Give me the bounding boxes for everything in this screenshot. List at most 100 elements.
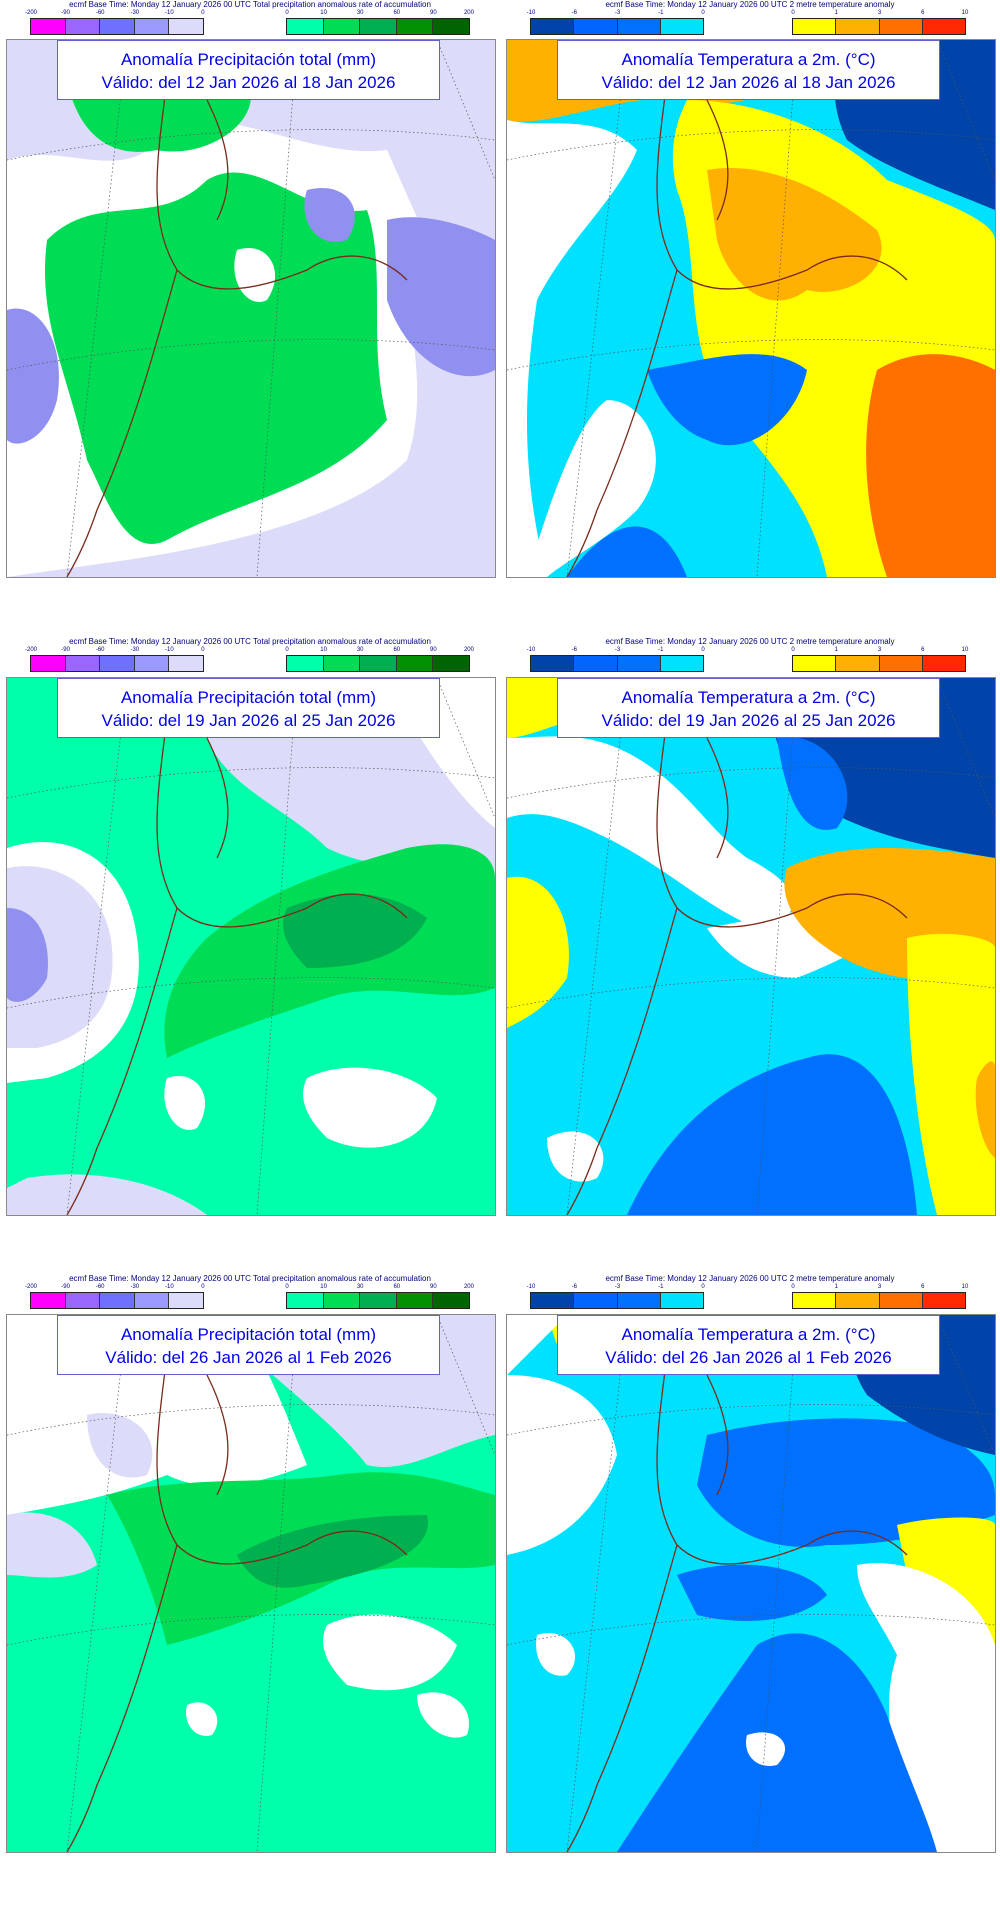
- color-swatch: -30: [130, 647, 170, 671]
- anomaly-region: [777, 736, 848, 830]
- precipitation-anomaly-map: Anomalía Precipitación total (mm) Válido:…: [6, 39, 496, 578]
- temp-legend: ecmf Base Time: Monday 12 January 2026 0…: [506, 637, 994, 675]
- tick-label: 60: [393, 647, 401, 653]
- positive-color-bar: 0 10 30 60 90 200: [285, 647, 474, 672]
- anomaly-region: [507, 1315, 567, 1375]
- color-swatch: -60: [96, 1284, 135, 1308]
- tick-label: 0: [285, 10, 289, 16]
- tick-label: -3: [614, 1284, 621, 1290]
- negative-color-bar: -200 -90 -60 -30 -10 0: [25, 647, 205, 672]
- color-swatch: 3: [878, 647, 923, 671]
- positive-color-bar: 0 1 3 6 10: [791, 647, 968, 672]
- tick-label: -3: [614, 647, 621, 653]
- tick-label: 10: [961, 1284, 969, 1290]
- color-swatch: 90 200: [430, 647, 474, 671]
- temperature-anomaly-map: Anomalía Temperatura a 2m. (°C) Válido: d…: [506, 677, 996, 1216]
- map-title-box: Anomalía Temperatura a 2m. (°C) Válido: d…: [557, 1315, 940, 1375]
- tick-label: -90: [61, 1284, 70, 1290]
- negative-color-bar: -200 -90 -60 -30 -10 0: [25, 10, 205, 35]
- tick-label: -200: [24, 10, 38, 16]
- legend-header: ecmf Base Time: Monday 12 January 2026 0…: [69, 0, 431, 9]
- color-swatch: 10: [320, 1284, 361, 1308]
- tick-label: -30: [130, 10, 140, 16]
- precip-legend: ecmf Base Time: Monday 12 January 2026 0…: [6, 1274, 494, 1312]
- tick-label: -6: [571, 1284, 577, 1290]
- legend-header: ecmf Base Time: Monday 12 January 2026 0…: [605, 0, 895, 9]
- color-swatch: 90 200: [430, 10, 474, 34]
- tick-label: 3: [877, 1284, 882, 1290]
- map-title-box: Anomalía Precipitación total (mm) Válido:…: [57, 678, 440, 738]
- anomaly-region: [234, 248, 276, 302]
- tick-label: 0: [701, 647, 705, 653]
- tick-label: 200: [463, 647, 474, 653]
- tick-label: 1: [834, 647, 838, 653]
- coastline: [66, 717, 408, 1215]
- color-swatch: -30: [130, 10, 170, 34]
- tick-label: 0: [285, 1284, 289, 1290]
- map-canvas: [7, 678, 495, 1215]
- tick-label: 3: [877, 10, 882, 16]
- valid-period: Válido: del 12 Jan 2026 al 18 Jan 2026: [601, 73, 896, 92]
- anomaly-region: [417, 1692, 469, 1738]
- anomaly-region: [87, 1413, 153, 1478]
- anomaly-region: [237, 1515, 428, 1588]
- temp-legend: ecmf Base Time: Monday 12 January 2026 0…: [506, 0, 994, 38]
- anomaly-region: [975, 1061, 995, 1158]
- precipitation-anomaly-map: Anomalía Precipitación total (mm) Válido:…: [6, 1314, 496, 1853]
- map-canvas: [507, 1315, 995, 1852]
- valid-period: Válido: del 26 Jan 2026 al 1 Feb 2026: [605, 1348, 892, 1367]
- color-swatch: -200: [25, 10, 66, 34]
- color-swatch: 3: [878, 10, 923, 34]
- tick-label: 90: [430, 10, 437, 16]
- coastline: [566, 79, 908, 577]
- tick-label: -10: [526, 647, 536, 653]
- color-swatch: -3: [615, 647, 661, 671]
- negative-color-bar: -10 -6 -3 -1 0: [527, 647, 705, 672]
- tick-label: -6: [571, 647, 577, 653]
- color-swatch: 0: [791, 1284, 837, 1308]
- color-swatch: -3: [615, 10, 661, 34]
- tick-label: 1: [834, 10, 838, 16]
- map-canvas: [507, 678, 995, 1215]
- tick-label: 3: [877, 647, 882, 653]
- color-swatch: -10: [527, 647, 575, 671]
- anomaly-region: [746, 1732, 786, 1766]
- anomaly-region: [866, 354, 995, 577]
- tick-label: -90: [61, 647, 70, 653]
- map-title-box: Anomalía Temperatura a 2m. (°C) Válido: d…: [557, 678, 940, 738]
- tick-label: -30: [130, 647, 140, 653]
- color-swatch: 1: [835, 10, 880, 34]
- anomaly-region: [7, 908, 48, 1002]
- anomaly-region: [857, 1563, 995, 1852]
- map-title: Anomalía Precipitación total (mm): [120, 50, 377, 69]
- tick-label: 30: [356, 10, 364, 16]
- color-swatch: 60: [393, 647, 434, 671]
- tick-label: 60: [393, 10, 401, 16]
- tick-label: 30: [356, 1284, 364, 1290]
- positive-color-bar: 0 1 3 6 10: [791, 10, 968, 35]
- tick-label: 0: [791, 1284, 795, 1290]
- anomaly-region: [536, 1633, 576, 1676]
- positive-color-bar: 0 1 3 6 10: [791, 1284, 968, 1309]
- temperature-anomaly-map: Anomalía Temperatura a 2m. (°C) Válido: d…: [506, 1314, 996, 1853]
- positive-color-bar: 0 10 30 60 90 200: [285, 1284, 474, 1309]
- legend-header: ecmf Base Time: Monday 12 January 2026 0…: [605, 637, 895, 646]
- color-swatch: -90: [61, 10, 101, 34]
- color-swatch: -1 0: [658, 1284, 705, 1308]
- map-title-box: Anomalía Precipitación total (mm) Válido:…: [57, 40, 440, 100]
- coastline: [566, 1354, 908, 1852]
- anomaly-region: [7, 1512, 97, 1578]
- tick-label: -90: [61, 10, 70, 16]
- tick-label: -1: [658, 1284, 664, 1290]
- legend-header: ecmf Base Time: Monday 12 January 2026 0…: [605, 1274, 895, 1283]
- tick-label: -1: [658, 10, 664, 16]
- color-swatch: -6: [572, 647, 618, 671]
- tick-label: 10: [320, 10, 327, 16]
- valid-period: Válido: del 19 Jan 2026 al 25 Jan 2026: [601, 711, 896, 730]
- tick-label: -10: [165, 1284, 174, 1290]
- color-swatch: -6: [572, 10, 618, 34]
- tick-label: -10: [526, 1284, 536, 1290]
- anomaly-region: [677, 1564, 827, 1621]
- valid-period: Válido: del 19 Jan 2026 al 25 Jan 2026: [101, 711, 396, 730]
- tick-label: 0: [701, 1284, 705, 1290]
